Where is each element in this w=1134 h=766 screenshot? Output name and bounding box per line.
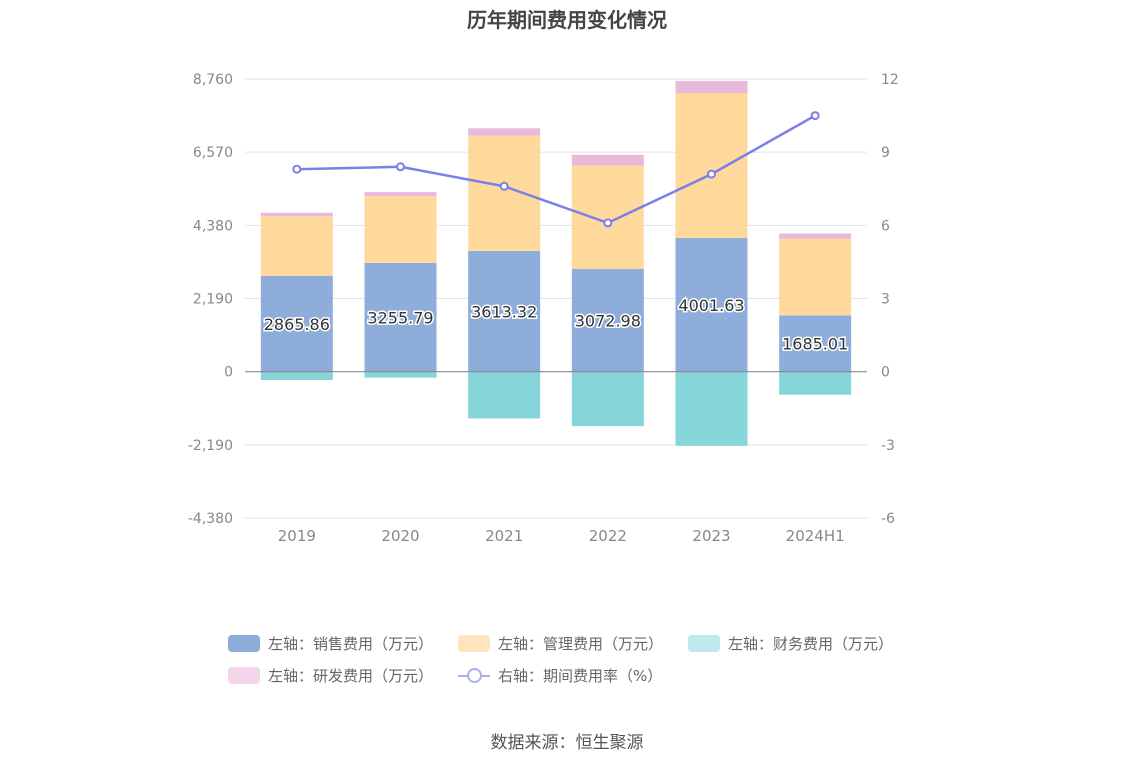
right-tick-label: 3 bbox=[881, 292, 890, 308]
admin-bar[interactable] bbox=[364, 196, 437, 263]
rnd-bar[interactable] bbox=[260, 212, 333, 217]
legend-item-rnd[interactable]: 左轴：研发费用（万元） bbox=[228, 662, 433, 688]
legend-item-finance[interactable]: 左轴：财务费用（万元） bbox=[688, 630, 893, 656]
finance-bar[interactable] bbox=[364, 371, 437, 378]
legend-swatch-admin bbox=[458, 634, 490, 652]
admin-bar[interactable] bbox=[779, 238, 852, 316]
source-note: 数据来源：恒生聚源 bbox=[490, 733, 644, 753]
grid-layer bbox=[245, 78, 867, 519]
legend-item-rate[interactable]: 右轴：期间费用率（%） bbox=[458, 662, 662, 688]
rnd-bar[interactable] bbox=[364, 192, 437, 197]
rate-point[interactable] bbox=[396, 162, 405, 172]
admin-bar[interactable] bbox=[675, 93, 748, 238]
rnd-bar[interactable] bbox=[571, 154, 644, 166]
left-tick-label: 2,190 bbox=[193, 292, 233, 308]
data-label: 3613.32 bbox=[471, 302, 537, 321]
legend-label-sales: 左轴：销售费用（万元） bbox=[268, 634, 434, 653]
axis-label-layer: 8,760 6,570 4,380 2,190 0 -2,190 -4,380 12 9 6 3 0 -… bbox=[188, 72, 899, 545]
rate-point[interactable] bbox=[707, 169, 716, 179]
rnd-bar[interactable] bbox=[779, 233, 852, 239]
legend-label-finance: 左轴：财务费用（万元） bbox=[728, 634, 894, 653]
sales-bar[interactable] bbox=[468, 250, 541, 372]
left-tick-label: -4,380 bbox=[188, 511, 233, 527]
x-tick-label: 2019 bbox=[278, 527, 316, 545]
rate-point[interactable] bbox=[603, 218, 613, 228]
legend-label-rate: 右轴：期间费用率（%） bbox=[498, 666, 663, 685]
legend-item-admin[interactable]: 左轴：管理费用（万元） bbox=[458, 630, 663, 656]
rate-point[interactable] bbox=[499, 181, 509, 191]
data-label: 3072.98 bbox=[575, 311, 641, 330]
right-tick-label: 0 bbox=[881, 365, 890, 381]
x-tick-label: 2022 bbox=[589, 527, 627, 545]
right-tick-label: -3 bbox=[881, 438, 895, 454]
bar-layer bbox=[260, 80, 852, 446]
left-tick-label: 4,380 bbox=[193, 218, 233, 234]
finance-bar[interactable] bbox=[571, 371, 644, 427]
finance-bar[interactable] bbox=[468, 371, 541, 419]
rnd-bar[interactable] bbox=[468, 128, 541, 136]
data-label: 2865.86 bbox=[264, 315, 330, 334]
left-tick-label: 8,760 bbox=[193, 72, 233, 88]
right-tick-label: 9 bbox=[881, 145, 890, 161]
left-tick-label: -2,190 bbox=[188, 438, 233, 454]
admin-bar[interactable] bbox=[260, 216, 333, 276]
legend-line-icon bbox=[458, 667, 490, 684]
legend-label-rnd: 左轴：研发费用（万元） bbox=[268, 666, 434, 685]
line-layer bbox=[292, 111, 820, 228]
label-layer: 2865.86 3255.79 3613.32 3072.98 4001.63 1685.… bbox=[262, 294, 850, 355]
legend-item-sales[interactable]: 左轴：销售费用（万元） bbox=[228, 630, 433, 656]
rate-point[interactable] bbox=[810, 111, 820, 121]
data-label: 1685.01 bbox=[782, 335, 848, 354]
right-tick-label: 6 bbox=[881, 218, 890, 234]
legend-label-admin: 左轴：管理费用（万元） bbox=[498, 634, 664, 653]
x-tick-label: 2023 bbox=[692, 527, 730, 545]
sales-bar[interactable] bbox=[675, 237, 748, 372]
chart-title: 历年期间费用变化情况 bbox=[467, 8, 667, 32]
data-label: 4001.63 bbox=[678, 296, 744, 315]
right-tick-label: -6 bbox=[881, 511, 895, 527]
legend-swatch-sales bbox=[228, 634, 260, 652]
sales-bar[interactable] bbox=[260, 275, 333, 372]
x-tick-label: 2024H1 bbox=[786, 527, 845, 545]
legend-swatch-rnd bbox=[228, 666, 260, 684]
sales-bar[interactable] bbox=[364, 262, 437, 372]
right-tick-label: 12 bbox=[881, 72, 899, 88]
finance-bar[interactable] bbox=[779, 371, 852, 395]
x-tick-label: 2021 bbox=[485, 527, 523, 545]
data-label: 3255.79 bbox=[367, 308, 433, 327]
sales-bar[interactable] bbox=[779, 315, 852, 372]
finance-bar[interactable] bbox=[675, 371, 748, 446]
rnd-bar[interactable] bbox=[675, 80, 748, 94]
rate-line bbox=[296, 114, 816, 225]
left-tick-label: 6,570 bbox=[193, 145, 233, 161]
x-tick-label: 2020 bbox=[381, 527, 419, 545]
legend-swatch-finance bbox=[688, 634, 720, 652]
admin-bar[interactable] bbox=[571, 165, 644, 270]
rate-point[interactable] bbox=[292, 164, 302, 174]
chart-area: 2865.86 3255.79 3613.32 3072.98 4001.63 1685.… bbox=[188, 72, 899, 545]
finance-bar[interactable] bbox=[260, 371, 333, 381]
admin-bar[interactable] bbox=[468, 135, 541, 251]
left-tick-label: 0 bbox=[224, 365, 233, 381]
sales-bar[interactable] bbox=[571, 269, 644, 372]
